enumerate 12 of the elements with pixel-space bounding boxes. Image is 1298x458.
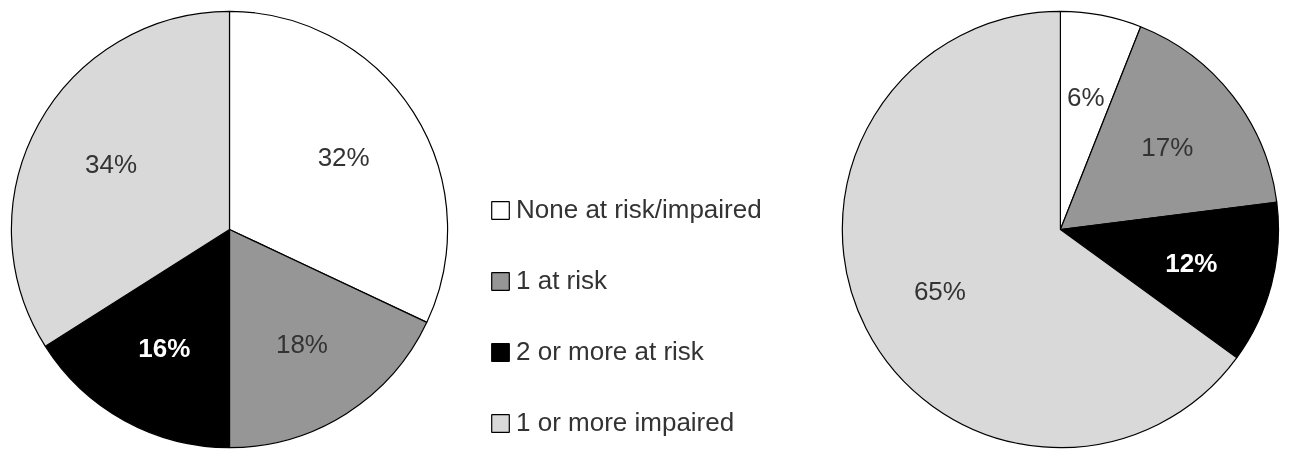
data-label: 16% (138, 332, 191, 363)
data-label: 17% (1141, 131, 1194, 162)
legend-label: 1 at risk (516, 265, 608, 296)
data-label: 6% (1066, 81, 1105, 112)
data-label: 12% (1165, 248, 1218, 279)
legend-label: 1 or more impaired (516, 407, 735, 438)
data-label: 34% (84, 149, 138, 180)
data-label: 65% (913, 275, 966, 306)
data-label: 18% (275, 328, 328, 359)
legend-label: None at risk/impaired (516, 194, 762, 225)
data-label: 32% (317, 142, 370, 173)
legend-label: 2 or more at risk (516, 336, 704, 367)
